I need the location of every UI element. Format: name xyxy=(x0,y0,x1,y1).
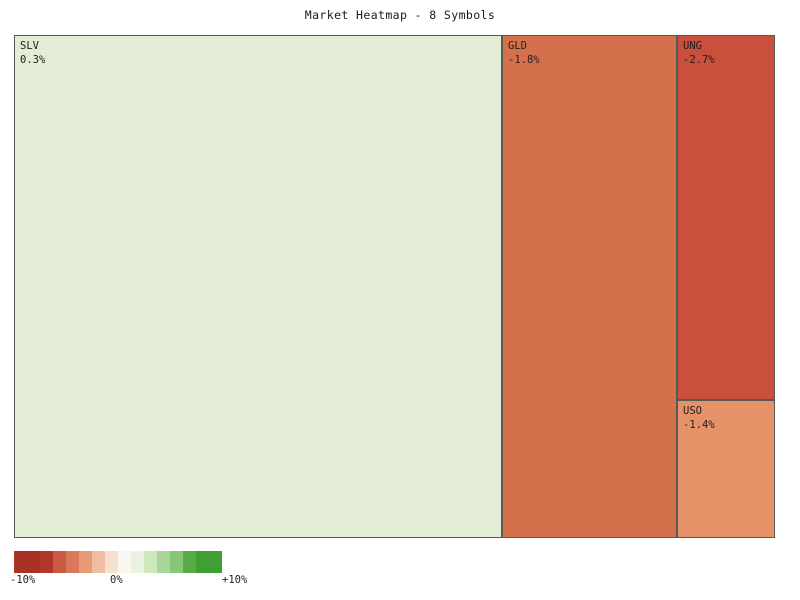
treemap-tile[interactable]: USO -1.4% xyxy=(677,400,775,538)
tile-value: -1.8% xyxy=(508,54,540,66)
treemap-tile[interactable]: UNG -2.7% xyxy=(677,35,775,400)
treemap-plot-area: SLV 0.3% GLD -1.8% UNG -2.7% USO -1.4% xyxy=(14,35,775,538)
tile-symbol: UNG xyxy=(683,40,702,52)
colorbar-tick-mid: 0% xyxy=(110,574,123,586)
tile-value: -1.4% xyxy=(683,419,715,431)
colorbar-tick-max: +10% xyxy=(222,574,248,586)
treemap-tile[interactable]: GLD -1.8% xyxy=(502,35,677,538)
tile-symbol: USO xyxy=(683,405,702,417)
treemap-tile[interactable]: SLV 0.3% xyxy=(14,35,502,538)
tile-value: -2.7% xyxy=(683,54,715,66)
tile-symbol: SLV xyxy=(20,40,39,52)
colorbar-legend xyxy=(14,551,222,573)
page-title: Market Heatmap - 8 Symbols xyxy=(304,8,496,22)
tile-symbol: GLD xyxy=(508,40,527,52)
colorbar-gradient xyxy=(14,551,222,573)
tile-value: 0.3% xyxy=(20,54,46,66)
colorbar-tick-min: -10% xyxy=(10,574,36,586)
